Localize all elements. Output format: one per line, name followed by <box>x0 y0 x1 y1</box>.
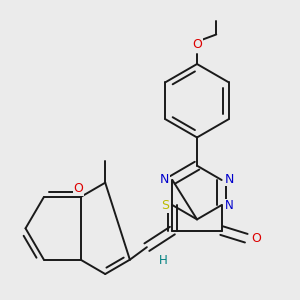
Text: N: N <box>224 200 233 212</box>
Text: O: O <box>74 182 83 196</box>
Text: N: N <box>225 172 234 186</box>
Text: O: O <box>192 38 202 51</box>
Text: N: N <box>160 172 169 186</box>
Text: H: H <box>159 254 167 267</box>
Text: O: O <box>251 232 261 245</box>
Text: S: S <box>161 200 169 212</box>
